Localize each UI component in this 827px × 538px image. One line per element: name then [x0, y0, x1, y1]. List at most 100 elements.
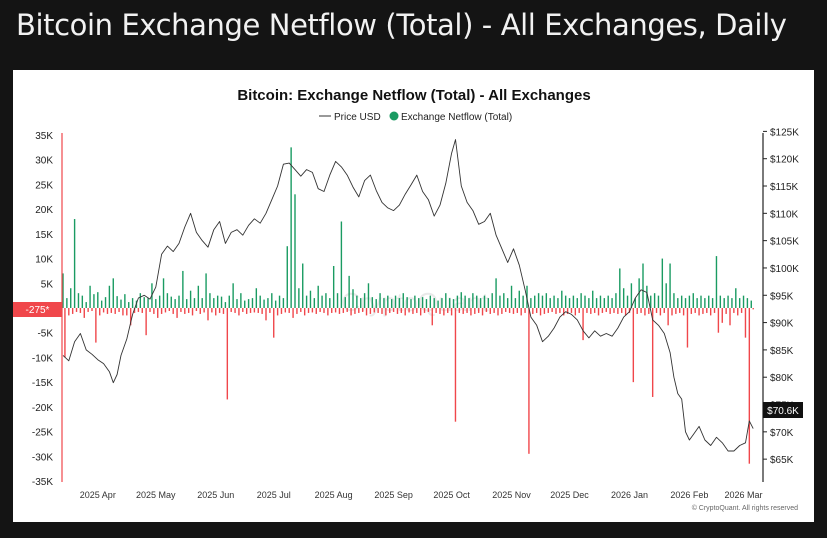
netflow-bar-negative — [129, 308, 132, 326]
netflow-bar-positive — [607, 295, 609, 308]
chart-card: Bitcoin: Exchange Netflow (Total) - All … — [13, 70, 814, 522]
netflow-bar-positive — [441, 298, 443, 308]
netflow-bar-positive — [572, 295, 575, 308]
netflow-bar-positive — [394, 295, 397, 308]
netflow-bar-positive — [274, 300, 277, 308]
netflow-bar-positive — [147, 298, 149, 308]
current-price-flag: $70.6K — [763, 402, 803, 418]
netflow-bar-positive — [715, 256, 718, 308]
left-tick-label: 35K — [35, 131, 53, 142]
netflow-bar-negative — [439, 308, 441, 314]
netflow-bar-positive — [425, 299, 428, 308]
netflow-bar-negative — [288, 308, 290, 313]
netflow-bar-negative — [605, 308, 607, 312]
netflow-bar-positive — [680, 295, 683, 308]
netflow-bar-negative — [590, 308, 592, 314]
chart-title: Bitcoin: Exchange Netflow (Total) - All … — [237, 87, 590, 104]
netflow-bar-negative — [671, 308, 673, 316]
netflow-bar-negative — [187, 308, 190, 313]
netflow-bar-positive — [719, 295, 722, 308]
netflow-bar-positive — [383, 298, 385, 308]
netflow-bar-negative — [234, 308, 236, 313]
netflow-bar-negative — [462, 308, 464, 314]
netflow-bar-positive — [626, 295, 629, 308]
netflow-bar-negative — [636, 308, 638, 314]
netflow-bar-negative — [396, 308, 399, 314]
netflow-bar-positive — [112, 278, 114, 308]
netflow-bar-positive — [727, 295, 729, 308]
netflow-bar-negative — [118, 308, 120, 312]
left-tick-label: -30K — [32, 452, 53, 463]
netflow-bar-positive — [530, 298, 532, 308]
netflow-bar-negative — [83, 308, 85, 318]
netflow-bar-negative — [450, 308, 453, 316]
netflow-bar-positive — [201, 298, 203, 308]
left-tick-label: 5K — [41, 279, 54, 290]
x-tick-label: 2025 Oct — [433, 490, 470, 500]
netflow-bar-negative — [319, 308, 321, 312]
netflow-bar-negative — [323, 308, 325, 313]
right-tick-label: $90K — [770, 319, 794, 330]
netflow-bar-negative — [203, 308, 205, 313]
price-flag-bg — [763, 402, 803, 418]
netflow-bar-negative — [300, 308, 302, 312]
netflow-bar-positive — [85, 302, 87, 308]
netflow-bar-positive — [340, 221, 343, 308]
netflow-bar-positive — [410, 299, 412, 308]
netflow-bar-negative — [748, 308, 751, 464]
netflow-bar-negative — [609, 308, 611, 314]
netflow-bar-positive — [356, 295, 358, 308]
netflow-bar-negative — [222, 308, 225, 314]
netflow-bar-negative — [75, 308, 78, 312]
netflow-bar-positive — [344, 297, 346, 308]
netflow-bar-negative — [172, 308, 174, 314]
netflow-bar-negative — [68, 308, 70, 316]
netflow-bar-positive — [100, 300, 103, 308]
netflow-bar-positive — [580, 293, 582, 308]
netflow-bar-negative — [195, 308, 198, 311]
netflow-bar-negative — [528, 308, 530, 454]
netflow-bar-negative — [721, 308, 723, 323]
left-tick-label: -25K — [32, 428, 53, 439]
netflow-bar-negative — [137, 308, 140, 312]
netflow-bar-negative — [427, 308, 430, 312]
netflow-flag-bg — [13, 302, 62, 317]
netflow-bar-negative — [102, 308, 105, 313]
netflow-bar-negative — [729, 308, 731, 326]
netflow-bar-negative — [493, 308, 495, 313]
netflow-bar-positive — [479, 298, 482, 308]
netflow-bar-negative — [566, 308, 569, 314]
netflow-bar-negative — [218, 308, 221, 313]
netflow-bar-negative — [176, 308, 178, 318]
netflow-bar-negative — [365, 308, 368, 316]
netflow-bar-positive — [170, 296, 172, 308]
netflow-bar-positive — [429, 295, 432, 308]
netflow-bar-positive — [294, 194, 296, 308]
netflow-bar-negative — [226, 308, 229, 400]
left-tick-label: 25K — [35, 180, 53, 191]
netflow-bar-negative — [667, 308, 669, 326]
netflow-bar-negative — [416, 308, 418, 313]
netflow-bar-positive — [653, 293, 656, 308]
netflow-bar-positive — [305, 295, 308, 308]
legend-netflow: Exchange Netflow (Total) — [401, 112, 512, 123]
netflow-bar-positive — [460, 292, 462, 308]
netflow-bar-positive — [228, 295, 230, 308]
netflow-bar-negative — [95, 308, 97, 343]
netflow-bar-negative — [296, 308, 298, 314]
netflow-bar-positive — [650, 295, 652, 308]
netflow-bar-positive — [70, 288, 72, 308]
netflow-bar-negative — [648, 308, 650, 314]
netflow-bar-positive — [665, 283, 667, 308]
x-axis: 2025 Apr 2025 May 2025 Jun 2025 Jul 2025 Aug… — [80, 490, 763, 500]
netflow-bar-negative — [184, 308, 186, 314]
netflow-bar-positive — [437, 300, 439, 308]
netflow-bar-positive — [267, 298, 269, 308]
netflow-bar-positive — [332, 265, 335, 308]
netflow-bar-negative — [338, 308, 341, 314]
netflow-bar-positive — [742, 295, 745, 308]
netflow-bar-positive — [124, 294, 126, 308]
netflow-bar-negative — [454, 308, 457, 422]
netflow-bar-positive — [139, 293, 142, 308]
netflow-bar-positive — [688, 295, 691, 308]
